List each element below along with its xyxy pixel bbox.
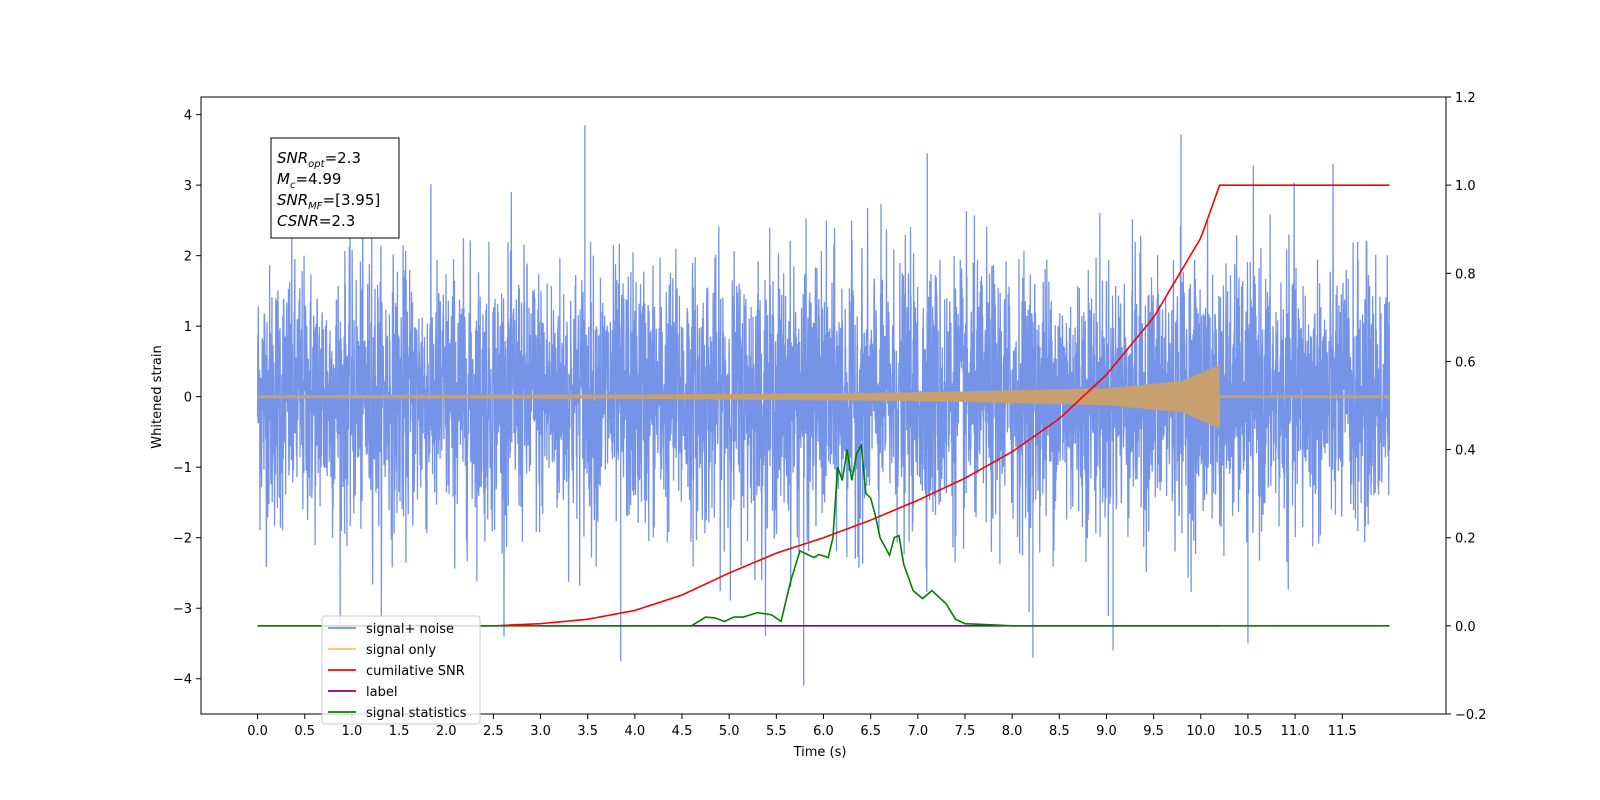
x-tick-label: 10.0: [1186, 724, 1215, 739]
x-tick-label: 3.5: [577, 724, 598, 739]
y2-tick-label: 1.2: [1455, 91, 1476, 106]
y-tick-label: 2: [184, 250, 192, 265]
y-tick-label: 4: [184, 109, 192, 124]
annotation-line: SNRopt=2.3: [277, 149, 361, 170]
annotation-line: Mc=4.99: [277, 170, 341, 191]
annotation-frame: [270, 137, 400, 239]
x-tick-label: 7.5: [955, 724, 976, 739]
x-tick-label: 3.0: [530, 724, 551, 739]
y-tick-label: −4: [173, 673, 192, 688]
y-tick-label: −3: [173, 602, 192, 617]
annotation-line: SNRMF=[3.95]: [277, 191, 380, 212]
x-tick-label: 5.5: [766, 724, 787, 739]
x-tick-label: 4.0: [625, 724, 646, 739]
x-axis-label: Time (s): [793, 745, 847, 760]
signal-only-line: [256, 365, 1390, 429]
signal-only-series: [256, 365, 1390, 429]
legend-label: cumilative SNR: [366, 664, 465, 679]
legend-label: label: [366, 685, 397, 700]
x-tick-label: 7.0: [907, 724, 928, 739]
y-tick-label: −1: [173, 461, 192, 476]
y-tick-label: 0: [184, 391, 192, 406]
y2-tick-label: 0.0: [1455, 620, 1476, 635]
x-tick-label: 9.5: [1143, 724, 1164, 739]
x-tick-label: 6.0: [813, 724, 834, 739]
y-tick-label: −2: [173, 532, 192, 547]
x-tick-label: 5.0: [719, 724, 740, 739]
x-tick-label: 10.5: [1233, 724, 1262, 739]
signal-noise-line: [256, 125, 1391, 686]
x-tick-label: 2.5: [483, 724, 504, 739]
y-tick-label: 1: [184, 320, 192, 335]
x-tick-label: 8.5: [1049, 724, 1070, 739]
x-tick-label: 6.5: [860, 724, 881, 739]
y2-tick-label: 0.6: [1455, 355, 1476, 370]
axis-ticks: 0.0 0.5 1.0 1.5 2.0 2.5 3.0 3.5 4.0 4.5 5.0 5.5 6.0 6…: [173, 91, 1487, 739]
x-tick-label: 8.0: [1002, 724, 1023, 739]
y2-tick-label: 0.8: [1455, 267, 1476, 282]
signal-noise-series: [256, 125, 1391, 686]
x-tick-label: 9.0: [1096, 724, 1117, 739]
y2-tick-label: 0.2: [1455, 532, 1476, 547]
legend: signal+ noise signal only cumilative SNR la…: [321, 615, 481, 725]
x-tick-label: 0.5: [294, 724, 315, 739]
y2-tick-label: −0.2: [1455, 708, 1487, 723]
annotation-line: CSNR=2.3: [277, 212, 355, 230]
x-tick-label: 4.5: [672, 724, 693, 739]
x-tick-label: 1.5: [389, 724, 410, 739]
legend-frame: [321, 615, 481, 725]
legend-label: signal statistics: [366, 706, 467, 721]
y-axis-label: Whitened strain: [150, 345, 165, 448]
x-tick-label: 1.0: [342, 724, 363, 739]
y2-tick-label: 1.0: [1455, 179, 1476, 194]
y-tick-label: 3: [184, 179, 192, 194]
x-tick-label: 0.0: [247, 724, 268, 739]
legend-label: signal+ noise: [366, 622, 454, 637]
legend-label: signal only: [366, 643, 436, 658]
x-tick-label: 11.0: [1281, 724, 1310, 739]
x-tick-label: 2.0: [436, 724, 457, 739]
y2-tick-label: 0.4: [1455, 444, 1476, 459]
x-tick-label: 11.5: [1328, 724, 1357, 739]
signal-statistics-line: [257, 442, 1390, 627]
